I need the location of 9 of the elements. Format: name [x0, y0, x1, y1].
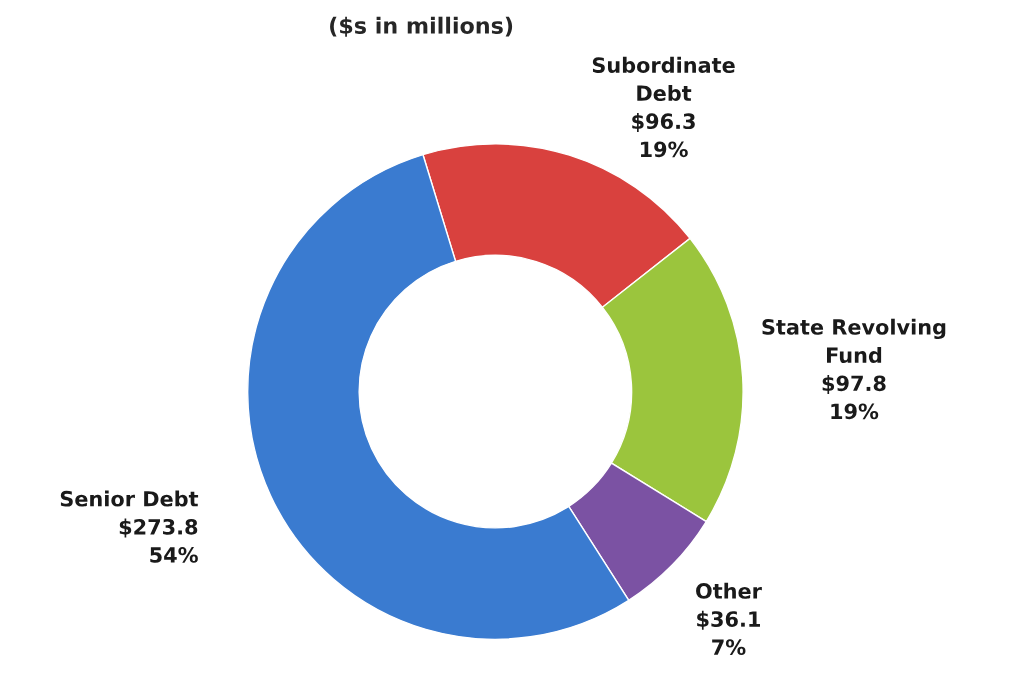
chart-title: ($s in millions) — [330, 16, 513, 37]
slice-label: Subordinate Debt — [592, 56, 735, 102]
data-label: $97.8 19% — [822, 375, 886, 420]
data-label: $273.8 54% — [119, 518, 198, 563]
data-label: $96.3 19% — [632, 112, 695, 158]
slice-label: State Revolving Fund — [762, 318, 946, 364]
slice-label: Senior Debt — [60, 490, 199, 507]
slice-label: Other — [696, 582, 762, 599]
data-label: $36.1 7% — [697, 610, 760, 656]
